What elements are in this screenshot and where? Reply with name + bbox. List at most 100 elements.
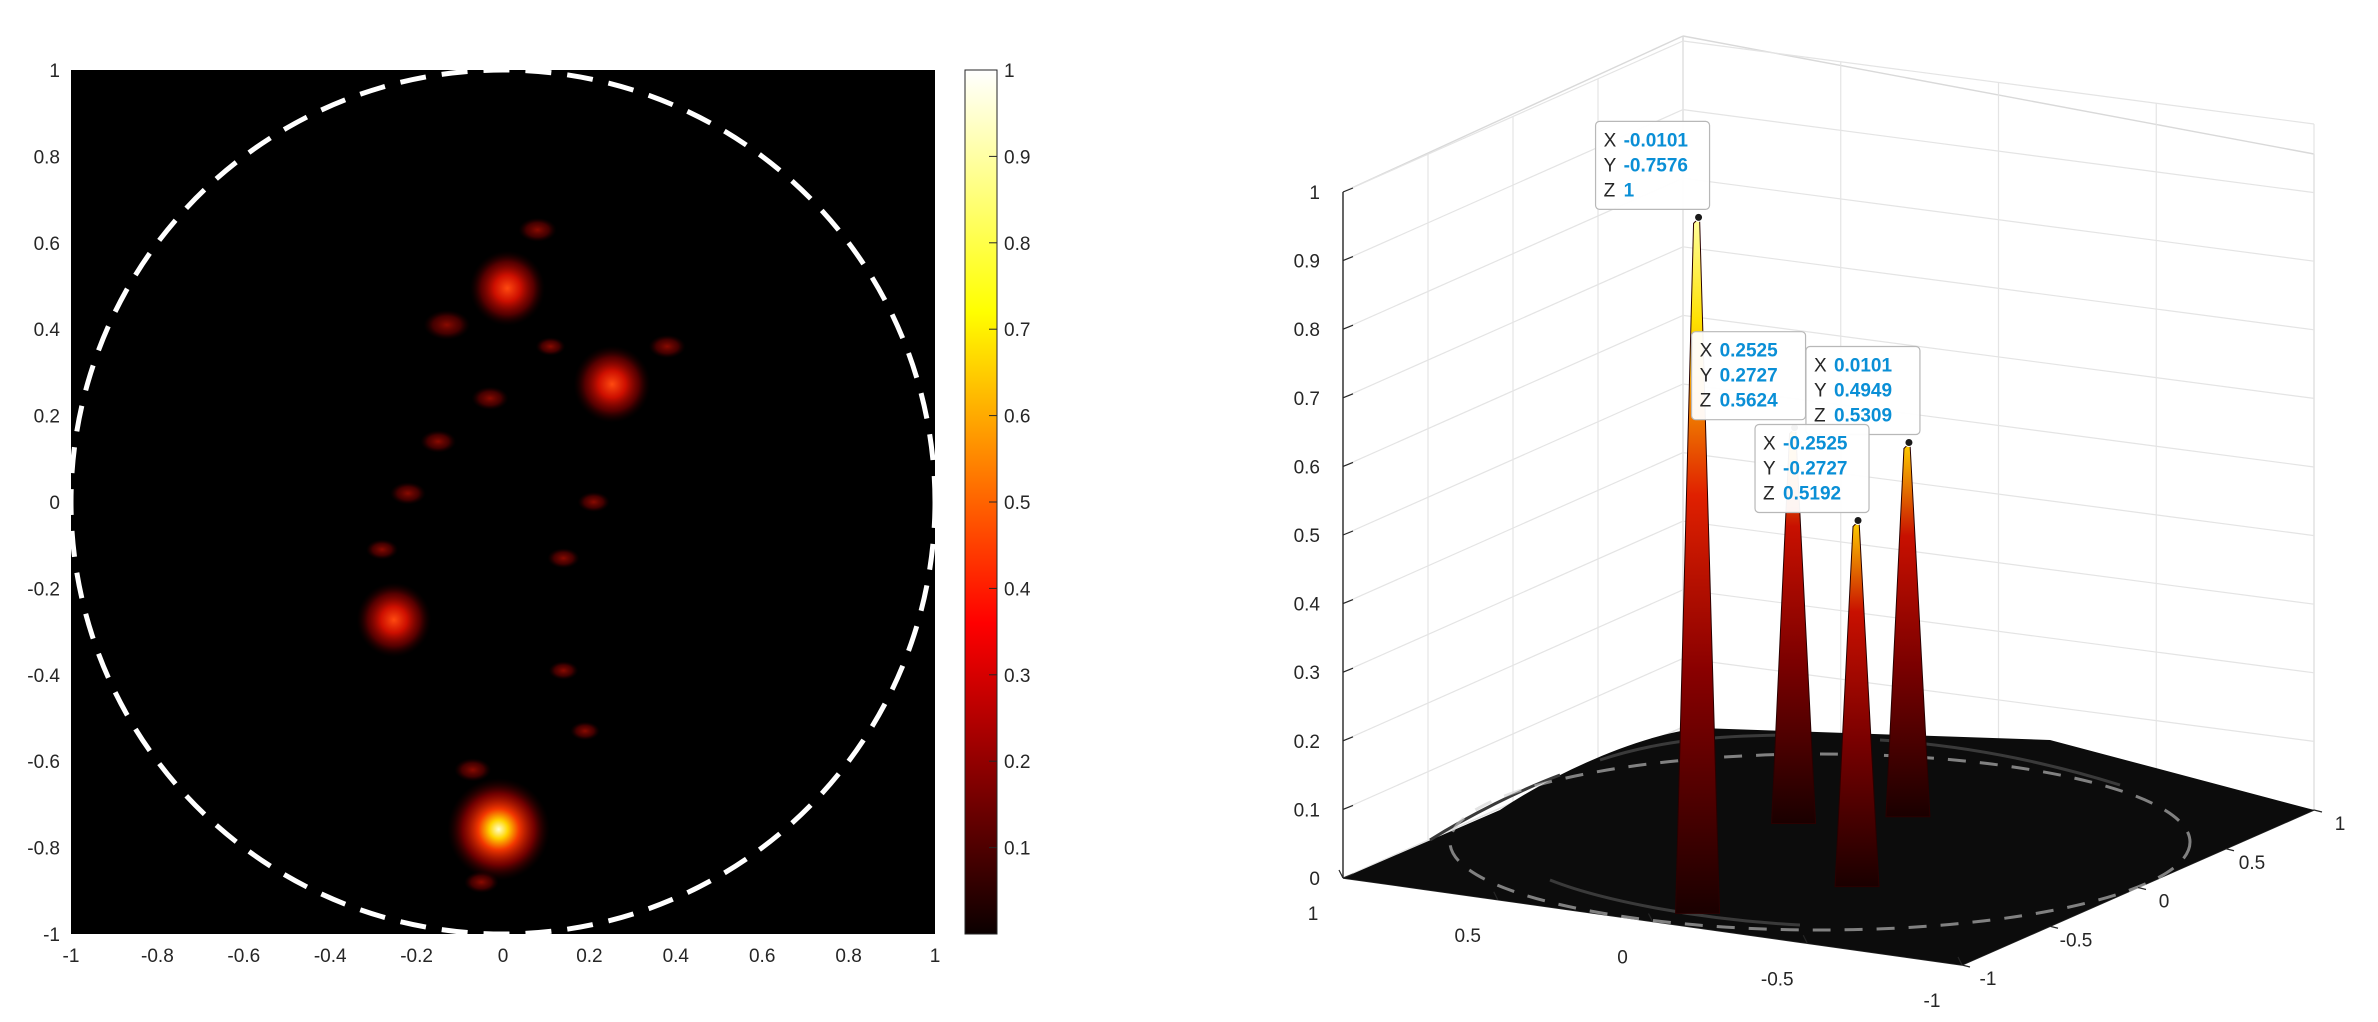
datatip-marker[interactable]: [1790, 423, 1800, 433]
datatip-box: [1754, 423, 1870, 514]
datatip-key: Y: [1700, 366, 1713, 387]
sidelobe-blob: [577, 492, 610, 512]
z-tick: [1342, 324, 1354, 330]
z-tick: [1342, 736, 1354, 742]
datatip-key: Z: [1763, 483, 1775, 504]
grid-line: [1682, 109, 2315, 194]
y-tick: [2049, 925, 2059, 929]
surface-ripples: [1429, 733, 2121, 927]
y-tick-label-3d: 0.5: [2239, 853, 2265, 874]
datatip-marker[interactable]: [1694, 212, 1704, 222]
sidelobe-blob: [648, 334, 686, 359]
sidelobe-blob: [535, 337, 566, 356]
grid-line: [1682, 657, 2315, 742]
grid-line: [1342, 589, 1684, 742]
sidelobe-blob: [570, 721, 600, 741]
datatip-key: Z: [1700, 391, 1712, 412]
datatip-value: 0.2525: [1720, 341, 1779, 362]
grid-line: [1682, 589, 2315, 674]
datatip-value: 0.5309: [1834, 406, 1892, 427]
heatmap-chart: -1 -0.8 -0.6 -0.4 -0.2 0 0.2 0.4 0.6 0.8 1 -1 -0.8 -…: [27, 61, 1031, 967]
datatip-marker[interactable]: [1853, 515, 1863, 525]
z-tick: [1342, 873, 1354, 879]
x-tick: [1493, 891, 1499, 901]
grid-line: [1342, 383, 1684, 536]
grid-line: [1682, 520, 2315, 605]
datatip[interactable]: X -0.0101 Y -0.7576 Z 1: [1594, 120, 1711, 210]
grid-line: [1342, 520, 1684, 673]
x-tick-label: 1: [930, 946, 941, 967]
x-tick: [1338, 869, 1344, 879]
grid-line: [1682, 726, 2315, 811]
z-tick-label: 0.5: [1294, 526, 1320, 547]
x-tick: [1802, 934, 1808, 944]
datatip-value: -0.2525: [1783, 433, 1848, 454]
colorbar-tick-label: 0.6: [1004, 407, 1030, 428]
x-tick-label: -0.6: [227, 946, 260, 967]
grid-line: [1342, 314, 1684, 467]
z-tick-label: 1: [1309, 183, 1320, 204]
datatip-box: [1594, 120, 1711, 210]
datatip-value: 0.2727: [1720, 366, 1778, 387]
x-tick-label: -0.4: [314, 946, 347, 967]
y-tick: [2137, 886, 2147, 891]
grid-line: [1682, 452, 2315, 537]
colorbar-tick-label: 1: [1004, 61, 1015, 82]
datatip-marker[interactable]: [1904, 438, 1914, 448]
x-tick-label-3d: -1: [1924, 991, 1941, 1012]
surface-peak: [1771, 426, 1817, 824]
x-tick-label: 0.4: [663, 946, 690, 967]
x-tick-label-3d: 0: [1617, 948, 1628, 969]
datatip-value: -0.7576: [1624, 155, 1688, 176]
x-axis-line: [1342, 877, 1963, 966]
grid-line: [1682, 177, 2315, 262]
x-tick-label: -0.2: [400, 946, 433, 967]
datatip[interactable]: X 0.2525 Y 0.2727 Z 0.5624: [1690, 331, 1807, 421]
datatip-key: Z: [1604, 180, 1616, 201]
x-tick: [1647, 913, 1654, 922]
x-tick-label: 0: [498, 946, 509, 967]
grid-line: [1342, 657, 1684, 810]
sidelobe-blob: [390, 482, 426, 505]
x-tick-label: 0.2: [576, 946, 602, 967]
z-tick: [1342, 461, 1354, 467]
datatip-key: Y: [1604, 155, 1617, 176]
datatip-value: -0.2727: [1783, 458, 1847, 479]
colorbar-tick-label: 0.7: [1004, 320, 1030, 341]
z-tick-label: 0.8: [1294, 320, 1320, 341]
datatip[interactable]: X 0.0101 Y 0.4949 Z 0.5309: [1805, 345, 1921, 436]
grid-line: [1682, 40, 2315, 125]
datatip-value: 0.5624: [1720, 391, 1779, 412]
z-tick: [1342, 393, 1354, 399]
sidelobe-blob: [548, 661, 579, 680]
datatip-key: X: [1814, 356, 1827, 377]
peak-blob: [356, 582, 432, 658]
y-tick-label-3d: -1: [1980, 969, 1997, 990]
z-tick: [1342, 187, 1354, 193]
x-tick-label: 0.8: [835, 946, 861, 967]
z-tick-label: 0.9: [1294, 252, 1320, 273]
grid-line: [1342, 726, 1684, 879]
datatip[interactable]: X -0.2525 Y -0.2727 Z 0.5192: [1754, 423, 1870, 514]
z-tick-label: 0.6: [1294, 457, 1320, 478]
z-tick: [1342, 256, 1354, 262]
x-tick-label: 0.6: [749, 946, 775, 967]
y-tick: [2225, 848, 2235, 852]
z-tick-label: 0: [1309, 869, 1320, 890]
y-tick-label: 1: [49, 61, 60, 82]
y-tick-label: -0.8: [27, 839, 60, 860]
z-tick: [1342, 667, 1354, 673]
peak-blob: [447, 778, 550, 881]
surface-base: [1343, 728, 2314, 965]
datatip-key: Z: [1814, 406, 1826, 427]
surface-boundary-circle: [1448, 752, 2192, 932]
datatip-key: Y: [1814, 381, 1827, 402]
z-tick-label: 0.4: [1294, 595, 1321, 616]
datatip-value: -0.0101: [1624, 130, 1689, 151]
colorbar-tick-label: 0.8: [1004, 234, 1030, 255]
sidelobe-blob: [366, 539, 399, 560]
x-tick: [1957, 956, 1963, 966]
grid-line: [1342, 452, 1684, 605]
datatip-value: 0.5192: [1783, 483, 1841, 504]
datatip-key: Y: [1763, 458, 1776, 479]
